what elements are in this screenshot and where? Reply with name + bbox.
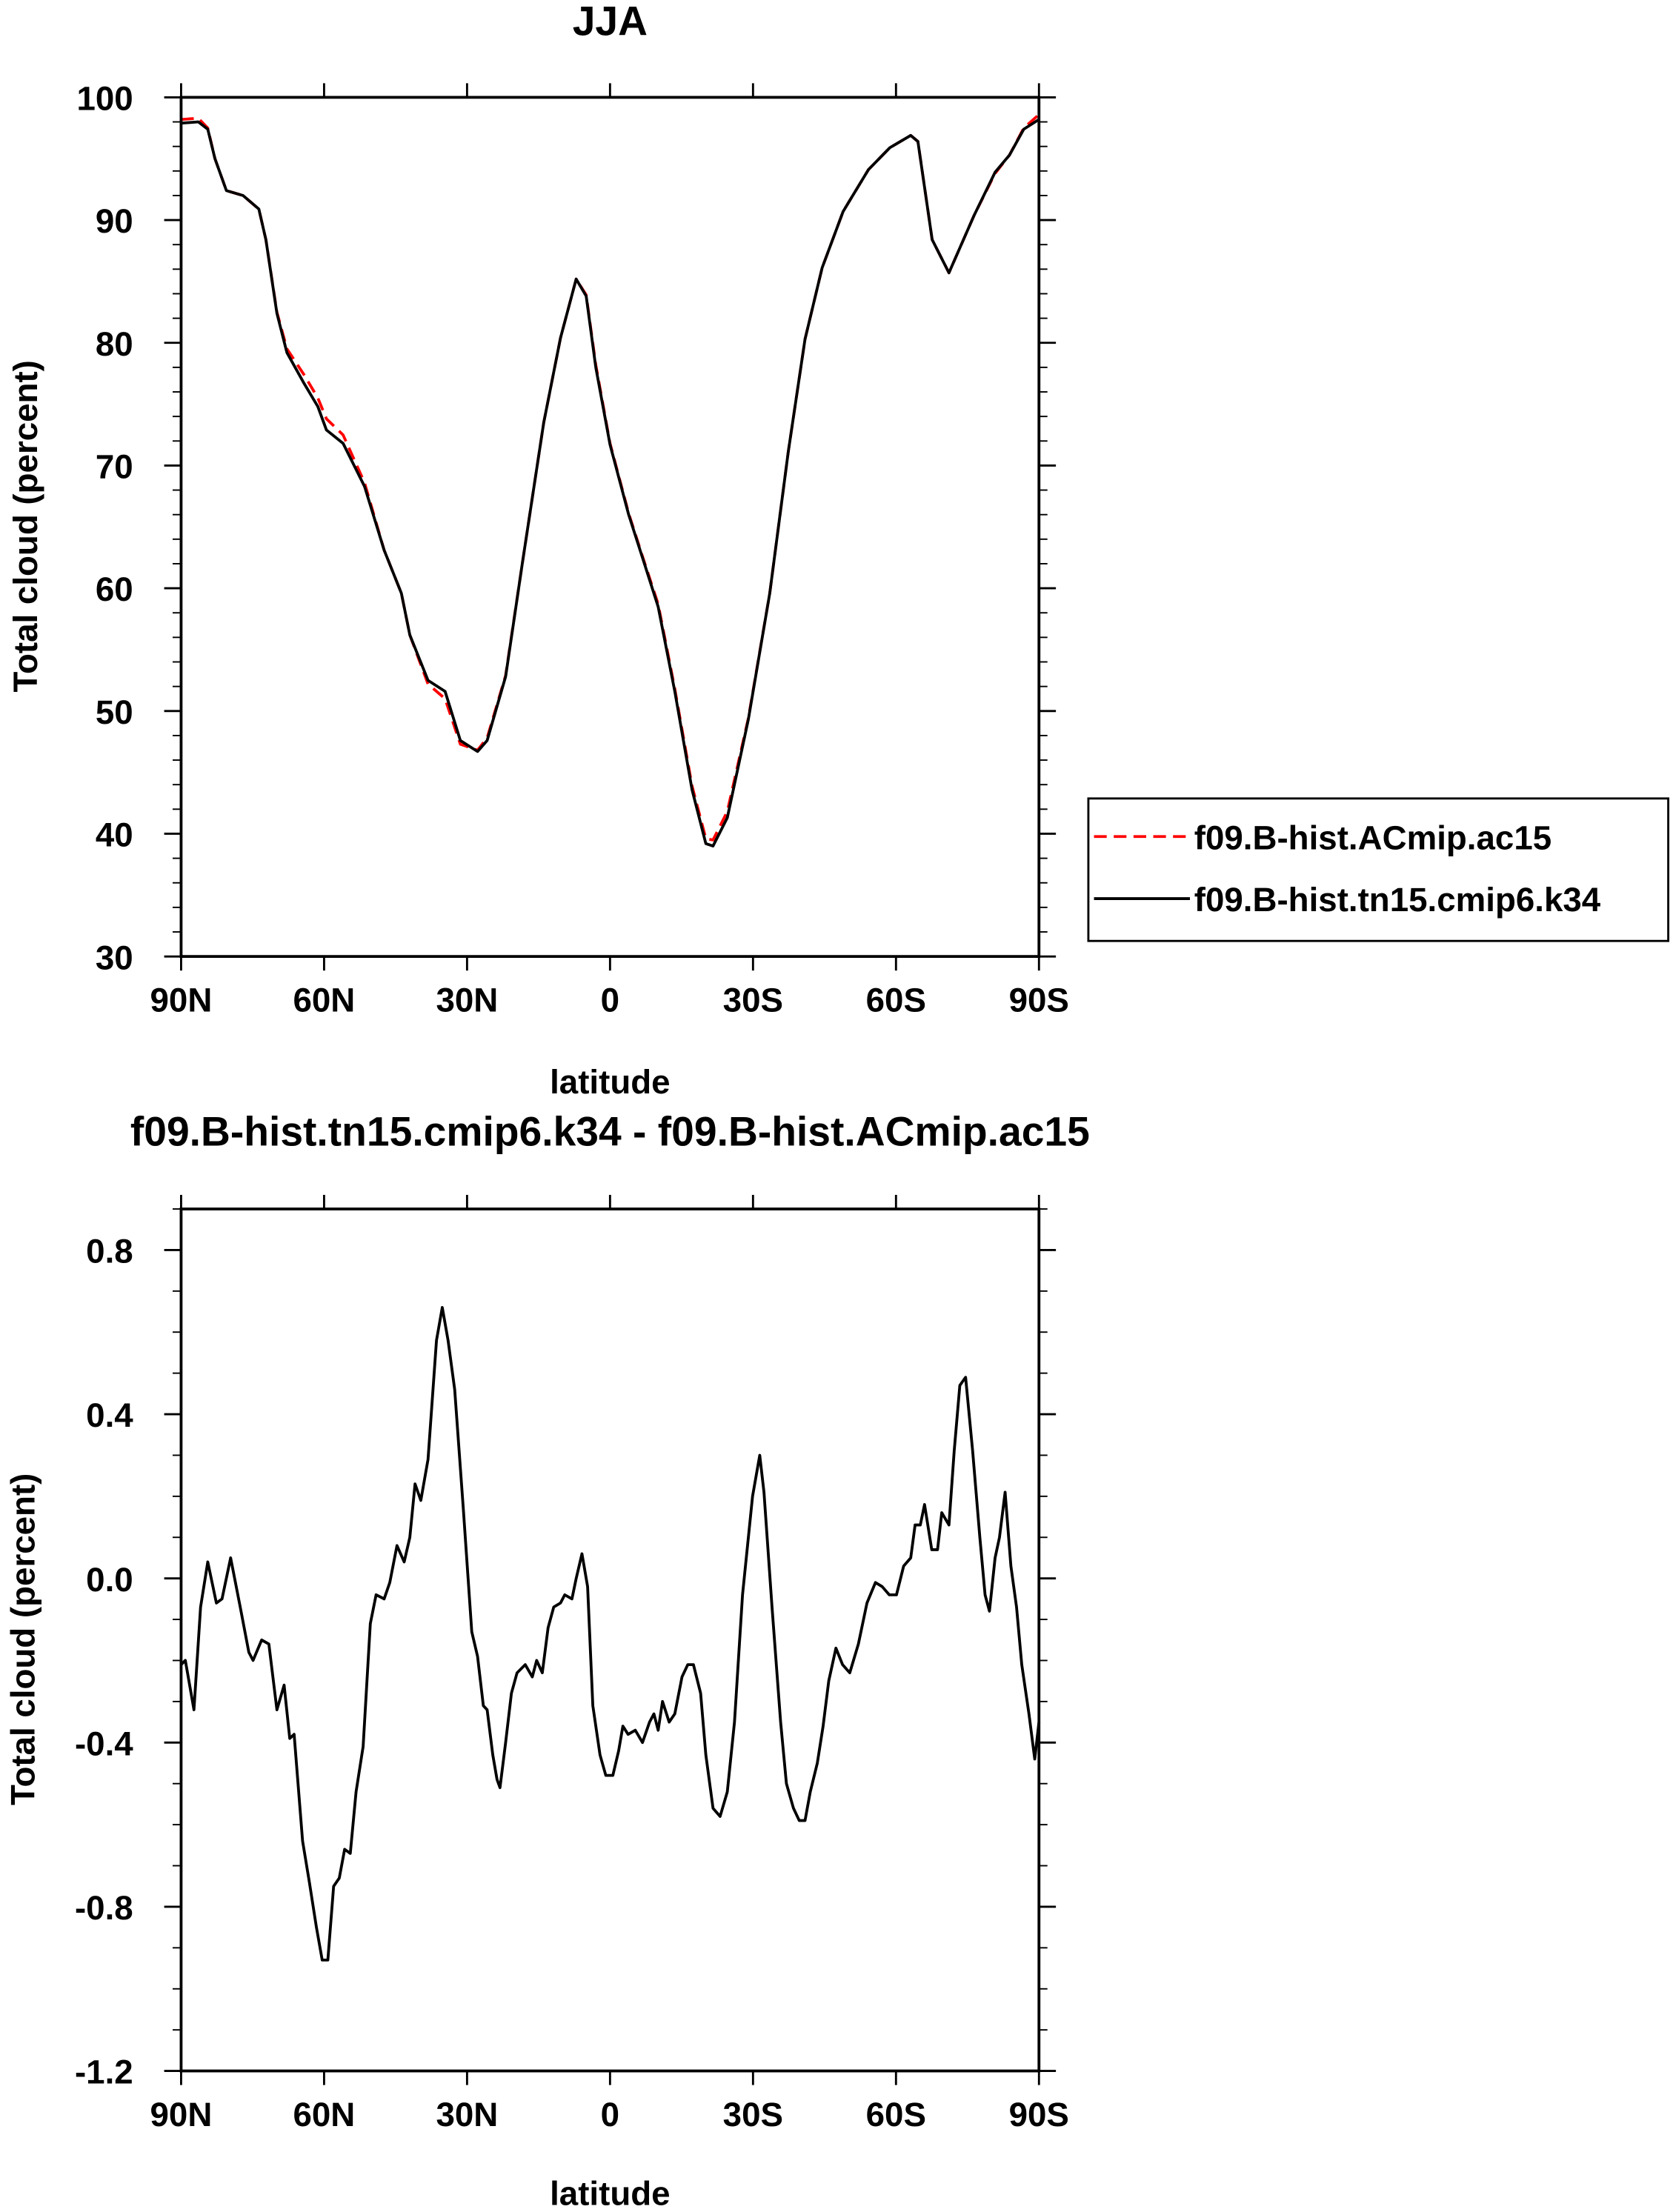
bottom-panel-difference: f09.B-hist.tn15.cmip6.k34 - f09.B-hist.A… xyxy=(4,1108,1089,2212)
y-tick-label: 100 xyxy=(76,80,133,118)
x-tick-label: 30S xyxy=(723,981,783,1019)
y-tick-label: 0.4 xyxy=(86,1396,133,1434)
x-tick-label: 90N xyxy=(150,981,213,1019)
x-tick-label: 90S xyxy=(1009,981,1069,1019)
y-tick-label: 80 xyxy=(96,325,133,363)
legend-box xyxy=(1087,797,1670,942)
x-tick-label: 60N xyxy=(293,2096,356,2133)
chart-title: f09.B-hist.tn15.cmip6.k34 - f09.B-hist.A… xyxy=(130,1108,1090,1154)
legend-label-ac15: f09.B-hist.ACmip.ac15 xyxy=(1194,819,1551,856)
x-tick-label: 90N xyxy=(150,2096,213,2133)
y-tick-label: 0.0 xyxy=(86,1561,133,1599)
y-tick-label: 60 xyxy=(96,570,133,608)
x-tick-label: 90S xyxy=(1009,2096,1069,2133)
x-tick-label: 60S xyxy=(866,2096,926,2133)
top-panel-jja: JJA Total cloud (percent) latitude 90N 60… xyxy=(7,0,1069,1101)
y-tick-label: 0.8 xyxy=(86,1233,133,1270)
x-axis-label: latitude xyxy=(550,1063,670,1101)
y-axis-label: Total cloud (percent) xyxy=(4,1473,41,1805)
y-tick-label: 40 xyxy=(96,816,133,854)
y-tick-label: 90 xyxy=(96,202,133,240)
x-tick-label: 0 xyxy=(601,2096,619,2133)
x-tick-label: 60S xyxy=(866,981,926,1019)
x-tick-label: 30N xyxy=(436,981,498,1019)
y-tick-label: -0.8 xyxy=(75,1889,133,1927)
y-tick-label: 50 xyxy=(96,693,133,731)
legend-label-k34: f09.B-hist.tn15.cmip6.k34 xyxy=(1194,881,1601,919)
y-tick-label: 30 xyxy=(96,939,133,976)
plot-frame xyxy=(179,1207,1041,2073)
x-tick-label: 30S xyxy=(723,2096,783,2133)
series-line-f09-b-hist-tn15-cmip6-k34 xyxy=(181,118,1040,847)
plot-frame xyxy=(179,96,1041,959)
x-tick-label: 60N xyxy=(293,981,356,1019)
y-tick-label: -0.4 xyxy=(75,1725,133,1762)
series-line-difference xyxy=(180,1306,1041,1962)
legend: f09.B-hist.ACmip.ac15 f09.B-hist.tn15.cm… xyxy=(1087,797,1670,942)
chart-title: JJA xyxy=(573,0,648,44)
y-axis-label: Total cloud (percent) xyxy=(7,360,44,692)
x-tick-label: 0 xyxy=(601,981,619,1019)
series-line-f09-b-hist-acmip-ac15 xyxy=(181,113,1040,842)
y-tick-label: -1.2 xyxy=(75,2053,133,2091)
x-tick-label: 30N xyxy=(436,2096,498,2133)
x-axis-label: latitude xyxy=(550,2174,670,2212)
y-tick-label: 70 xyxy=(96,448,133,486)
